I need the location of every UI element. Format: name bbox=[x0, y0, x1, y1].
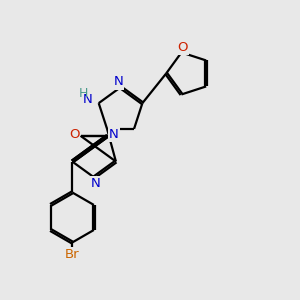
Text: N: N bbox=[109, 128, 119, 141]
Text: O: O bbox=[69, 128, 79, 141]
Text: O: O bbox=[178, 40, 188, 54]
Text: N: N bbox=[91, 177, 100, 190]
Text: N: N bbox=[83, 93, 93, 106]
Text: N: N bbox=[113, 76, 123, 88]
Text: H: H bbox=[79, 87, 88, 100]
Text: Br: Br bbox=[65, 248, 80, 261]
